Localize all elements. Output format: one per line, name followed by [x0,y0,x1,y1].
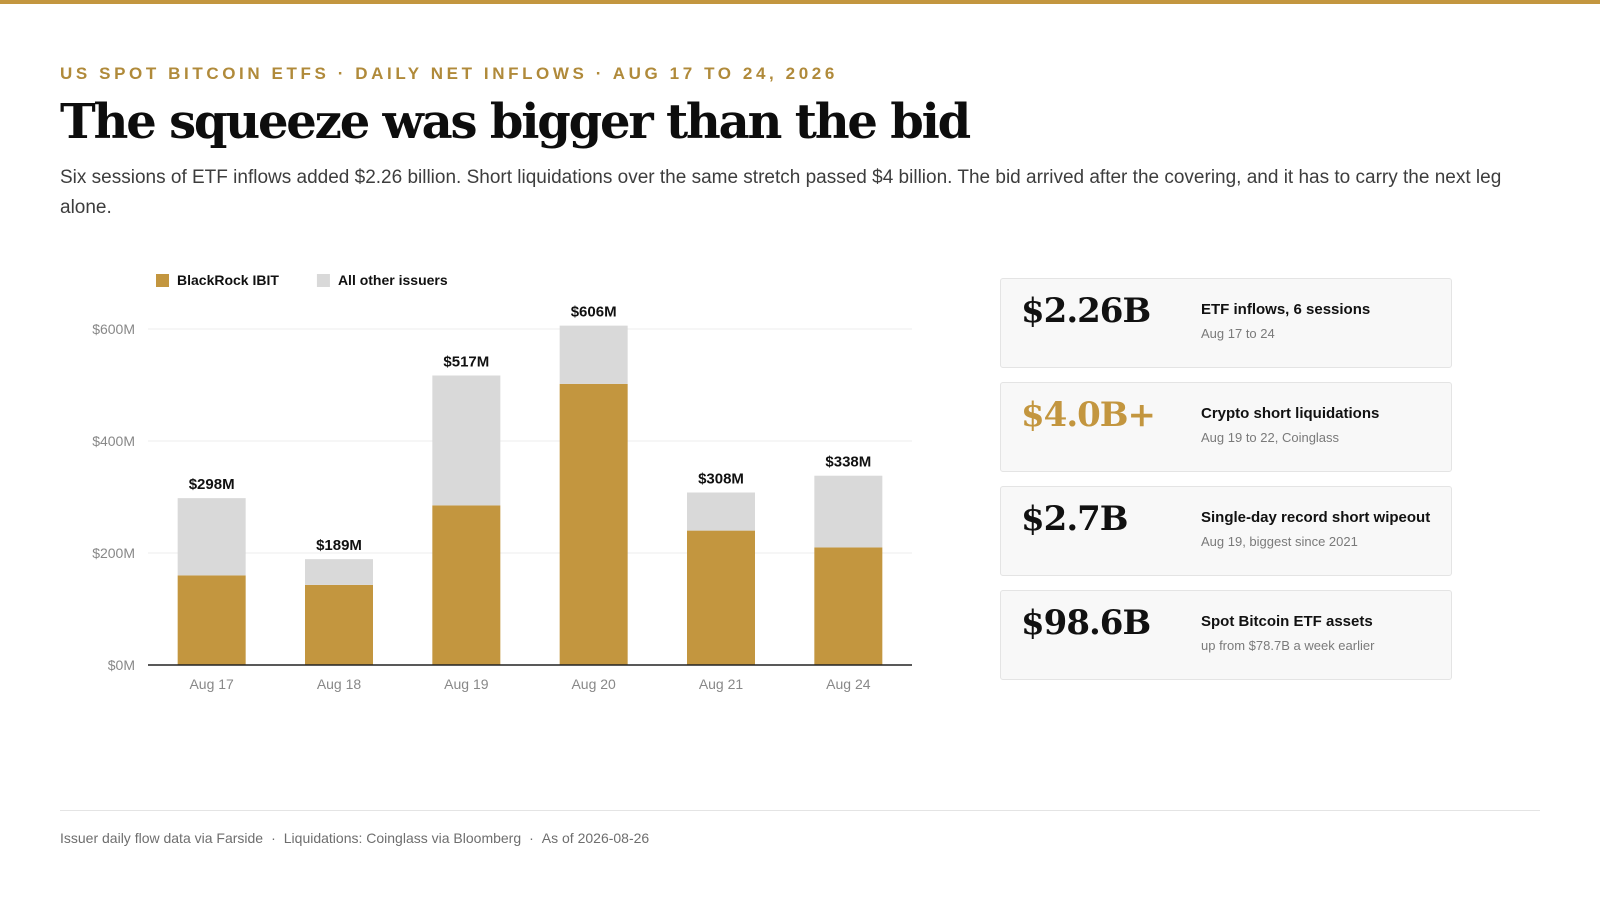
stat-label: Spot Bitcoin ETF assets [1201,613,1373,630]
x-tick-label: Aug 20 [571,676,616,692]
x-tick-label: Aug 21 [699,676,744,692]
y-tick-label: $0M [108,657,135,673]
inflows-chart: BlackRock IBIT All other issuers $0M $200M $… [60,260,940,720]
stat-card-short-liquidations: $4.0B+ Crypto short liquidations Aug 19 … [1000,382,1452,472]
bar-segment-ibit [814,547,883,665]
footer-as-of: As of 2026-08-26 [541,830,650,846]
footer-source-flows: Issuer daily flow data via Farside [60,830,264,846]
bar-segment-ibit [305,584,373,665]
y-tick-label: $400M [92,433,135,449]
bar-segment-other-issuers [305,559,373,585]
stat-value: $2.26B [1021,291,1151,331]
bar-total-label: $338M [825,454,871,471]
top-accent-rule [0,0,1600,4]
footer-source-liquidations: Liquidations: Coinglass via Bloomberg [283,830,522,846]
stat-value: $98.6B [1021,603,1151,643]
x-tick-label: Aug 17 [189,676,234,692]
footer-separator: · [529,830,534,846]
x-tick-label: Aug 24 [826,676,871,692]
legend-label: BlackRock IBIT [177,272,279,288]
stat-card-etf-inflows: $2.26B ETF inflows, 6 sessions Aug 17 to… [1000,278,1452,368]
stat-sub: Aug 17 to 24 [1201,326,1275,341]
stat-card-etf-assets: $98.6B Spot Bitcoin ETF assets up from $… [1000,590,1452,680]
legend-label: All other issuers [338,272,448,288]
y-tick-label: $200M [92,545,135,561]
stat-value: $2.7B [1021,499,1129,539]
bar-segment-other-issuers [432,375,501,506]
bar-total-label: $189M [316,537,362,554]
stat-sub: Aug 19, biggest since 2021 [1201,534,1358,549]
bar-total-label: $517M [443,353,489,370]
x-tick-label: Aug 18 [317,676,362,692]
stat-label: Single-day record short wipeout [1201,509,1431,526]
legend-swatch [316,274,330,287]
source-footer: Issuer daily flow data via Farside · Liqui… [60,830,649,846]
stat-sub: up from $78.7B a week earlier [1201,638,1375,653]
bar-segment-ibit [559,383,628,665]
bar-segment-other-issuers [177,498,246,576]
bar-segment-ibit [432,505,501,665]
bar-segment-ibit [687,530,755,665]
bar-total-label: $308M [698,471,744,488]
footer-rule [60,810,1540,811]
bar-segment-other-issuers [559,325,628,384]
stat-card-record-wipeout: $2.7B Single-day record short wipeout Au… [1000,486,1452,576]
footer-separator: · [271,830,276,846]
headline: The squeeze was bigger than the bid [60,94,971,150]
bar-total-label: $606M [571,304,617,321]
stat-label: Crypto short liquidations [1201,405,1380,422]
kicker: US SPOT BITCOIN ETFS · DAILY NET INFLOWS… [60,64,838,83]
legend-swatch [156,274,169,287]
bar-segment-other-issuers [814,475,883,548]
dek: Six sessions of ETF inflows added $2.26 … [60,167,1502,218]
bar-segment-ibit [177,575,246,665]
bar-segment-other-issuers [687,492,755,531]
bar-total-label: $298M [189,476,235,493]
chart-svg: BlackRock IBIT All other issuers $0M $200M $… [92,272,912,692]
stat-label: ETF inflows, 6 sessions [1201,301,1371,318]
stat-cards: $2.26B ETF inflows, 6 sessions Aug 17 to… [1000,278,1452,694]
y-tick-label: $600M [92,321,135,337]
stat-sub: Aug 19 to 22, Coinglass [1201,430,1340,445]
x-tick-label: Aug 19 [444,676,489,692]
stat-value: $4.0B+ [1021,395,1156,435]
